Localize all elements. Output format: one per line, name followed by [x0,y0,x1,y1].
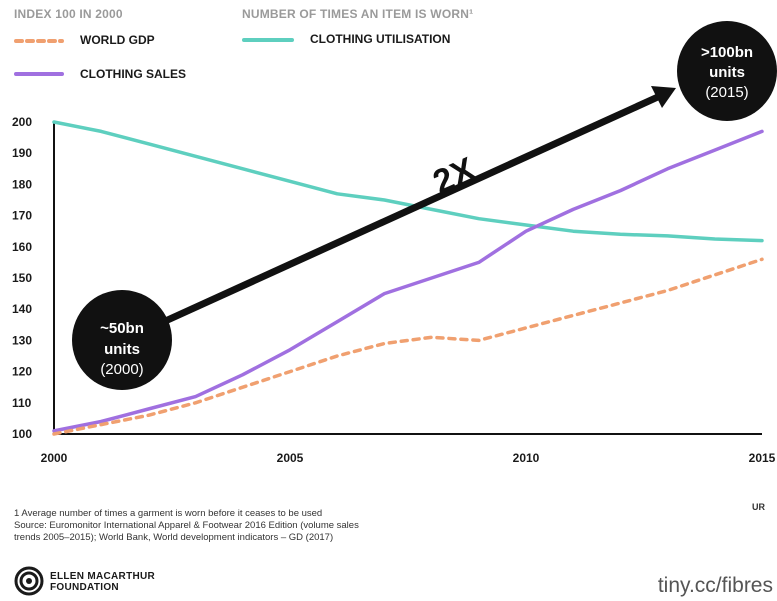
y-tick-label: 120 [12,365,32,379]
corner-mark: UR [752,502,765,512]
y-tick-label: 160 [12,240,32,254]
legend-swatch-world-gdp [14,39,64,43]
start-bubble-line2: units [104,341,140,358]
x-tick-label: 2005 [277,451,304,465]
series-group [52,120,764,436]
y-tick-label: 110 [12,396,32,410]
source-line-1: Source: Euromonitor International Appare… [14,520,359,531]
source-line-2: trends 2005–2015); World Bank, World dev… [14,532,334,543]
y-tick-label: 180 [12,177,32,191]
start-bubble-line3: (2000) [100,361,143,378]
start-bubble: ~50bn units (2000) [72,290,172,390]
series-line-clothing-utilisation [52,120,764,243]
legend-swatch-clothing-utilisation [242,38,294,42]
x-tick-label: 2010 [513,451,540,465]
end-bubble-line2: units [709,64,745,81]
footnote-1: 1 Average number of times a garment is w… [14,508,323,519]
growth-arrow-head [651,86,676,108]
source-url[interactable]: tiny.cc/fibres [657,574,773,597]
growth-arrow-shaft [148,92,662,332]
end-bubble: >100bn units (2015) [677,21,777,121]
x-tick-label: 2000 [41,451,68,465]
x-axis-ticks: 2000 2005 2010 2015 [41,451,776,465]
y-tick-label: 100 [12,427,32,441]
legend-label-world-gdp: WORLD GDP [80,33,155,47]
y-tick-label: 200 [12,115,32,129]
logo-text-line2: FOUNDATION [50,582,119,593]
legend-label-clothing-utilisation: CLOTHING UTILISATION [310,32,451,46]
end-bubble-line3: (2015) [705,84,748,101]
foundation-logo-icon [14,566,44,596]
legend-label-clothing-sales: CLOTHING SALES [80,67,187,81]
y-tick-label: 170 [12,209,32,223]
series-line-clothing-sales [52,129,764,433]
y-tick-label: 140 [12,302,32,316]
legend-swatch-clothing-sales [14,72,64,76]
y-tick-label: 150 [12,271,32,285]
growth-arrow-label: 2X [428,150,482,202]
start-bubble-line1: ~50bn [100,320,144,337]
logo-text-line1: ELLEN MACARTHUR [50,571,156,582]
x-tick-label: 2015 [749,451,776,465]
legend-header-times-worn: NUMBER OF TIMES AN ITEM IS WORN¹ [242,7,474,21]
end-bubble-line1: >100bn [701,44,753,61]
legend-header-index: INDEX 100 IN 2000 [14,7,123,21]
series-line-world-gdp [52,257,764,436]
y-tick-label: 190 [12,146,32,160]
y-tick-label: 130 [12,333,32,347]
y-axis-ticks: 100 110 120 130 140 150 160 170 180 190 200 [12,115,32,441]
